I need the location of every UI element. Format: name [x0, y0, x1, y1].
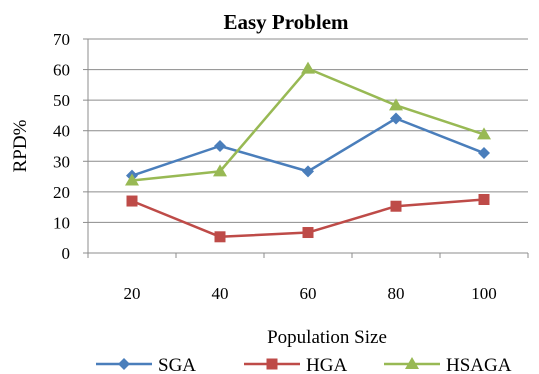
- data-point-hsaga: [389, 98, 403, 111]
- legend-item-sga: SGA: [96, 355, 196, 374]
- data-point-sga: [302, 165, 314, 178]
- y-tick-label: 70: [53, 30, 70, 49]
- y-tick-label: 0: [62, 244, 71, 263]
- y-axis-label: RPD%: [10, 119, 31, 172]
- legend-marker: [405, 357, 419, 369]
- plot-area: [83, 38, 529, 258]
- data-point-sga: [214, 140, 226, 152]
- series-sga: [126, 112, 490, 182]
- legend-label: HGA: [306, 355, 347, 374]
- x-tick-label: 80: [388, 284, 405, 303]
- data-point-hga: [390, 200, 402, 212]
- series-lines: [125, 61, 491, 243]
- data-point-hsaga: [301, 61, 315, 74]
- data-point-hga: [126, 195, 138, 207]
- y-tick-label: 20: [53, 183, 70, 202]
- y-tick-label: 10: [53, 213, 70, 232]
- data-point-hga: [478, 194, 490, 205]
- series-line-hsaga: [131, 67, 485, 182]
- legend: SGA HGA HSAGA: [96, 355, 512, 374]
- x-tick-label: 100: [471, 284, 497, 303]
- data-point-hsaga: [213, 164, 227, 177]
- legend-label: HSAGA: [446, 355, 512, 374]
- y-tick-label: 50: [53, 91, 70, 110]
- series-hsaga: [125, 61, 491, 186]
- data-point-sga: [478, 147, 490, 160]
- y-axis-ticks: 0 10 20 30 40 50 60 70: [53, 30, 70, 263]
- data-point-hga: [302, 227, 314, 239]
- data-point-hga: [214, 231, 226, 243]
- x-axis-ticks: 20 40 60 80 100: [124, 284, 497, 303]
- chart-title: Easy Problem: [223, 10, 349, 34]
- x-tick-label: 60: [300, 284, 317, 303]
- legend-item-hsaga: HSAGA: [384, 355, 512, 374]
- x-tick-label: 40: [212, 284, 229, 303]
- series-hga: [126, 194, 490, 243]
- y-tick-label: 60: [53, 61, 70, 80]
- x-axis-label: Population Size: [267, 327, 387, 348]
- y-tick-label: 40: [53, 122, 70, 141]
- data-point-hsaga: [125, 173, 139, 186]
- legend-label: SGA: [158, 355, 196, 374]
- legend-item-hga: HGA: [244, 355, 347, 374]
- data-point-sga: [390, 112, 402, 125]
- data-point-hsaga: [477, 127, 491, 140]
- legend-marker: [266, 358, 278, 370]
- x-tick-label: 20: [124, 284, 141, 303]
- legend-marker: [118, 358, 130, 370]
- y-tick-label: 30: [53, 152, 70, 171]
